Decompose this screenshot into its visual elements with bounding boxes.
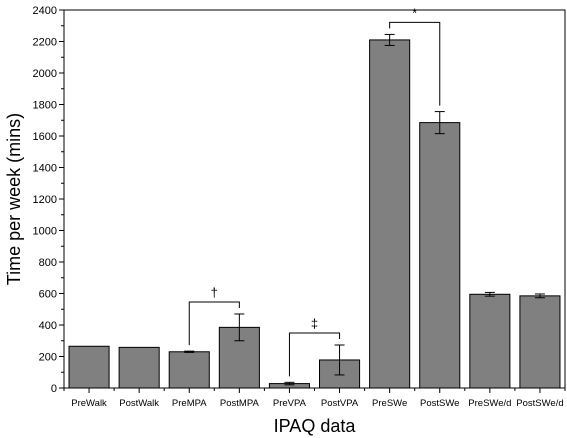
y-tick-label: 600 — [39, 289, 57, 301]
bar-postwalk — [118, 346, 160, 389]
y-tick-label: 2200 — [33, 37, 57, 49]
significance-brackets: † ‡ * — [188, 5, 441, 377]
y-tick-label: 2000 — [33, 68, 57, 80]
x-axis-title: IPAQ data — [274, 416, 357, 436]
x-tick-label: PostSWe/d — [516, 398, 563, 409]
x-tick-label: PostMPA — [220, 398, 260, 409]
bar-postswe-d — [519, 295, 561, 389]
x-tick-label: PreSWe/d — [468, 398, 511, 409]
y-axis-title: Time per week (mins) — [4, 113, 24, 285]
significance-bracket — [288, 332, 341, 377]
y-tick-label: 2400 — [33, 5, 57, 17]
y-tick-label: 0 — [51, 383, 57, 395]
x-tick-label: PreSWe — [372, 398, 407, 409]
error-bars — [184, 33, 545, 386]
significance-marker: ‡ — [311, 316, 318, 331]
bar-preswe — [369, 39, 411, 389]
significance-marker: † — [211, 285, 218, 300]
y-axis-ticks: 0 200 400 600 800 1000 1200 1400 1600 1800 2000 220… — [33, 5, 64, 395]
bars — [68, 39, 561, 389]
y-tick-label: 1800 — [33, 100, 57, 112]
x-tick-label: PreWalk — [71, 398, 107, 409]
bar-prewalk — [68, 345, 110, 389]
y-tick-label: 800 — [39, 257, 57, 269]
y-tick-label: 1400 — [33, 163, 57, 175]
bar-postswe — [419, 122, 461, 389]
plot-frame — [63, 9, 566, 389]
bar-prempa — [168, 351, 210, 389]
bar-preswe-d — [469, 293, 511, 389]
y-tick-label: 400 — [39, 320, 57, 332]
y-tick-label: 200 — [39, 352, 57, 364]
x-tick-label: PreVPA — [273, 398, 307, 409]
significance-bracket — [389, 21, 441, 106]
y-tick-label: 1600 — [33, 131, 57, 143]
x-axis-ticks: PreWalk PostWalk PreMPA PostMPA PreVPA PostVP… — [63, 388, 566, 409]
y-tick-label: 1200 — [33, 194, 57, 206]
significance-marker: * — [412, 5, 417, 20]
x-tick-label: PreMPA — [172, 398, 207, 409]
x-tick-label: PostWalk — [119, 398, 159, 409]
x-tick-label: PostSWe — [420, 398, 459, 409]
x-tick-label: PostVPA — [321, 398, 359, 409]
y-tick-label: 1000 — [33, 226, 57, 238]
significance-bracket — [188, 301, 240, 346]
